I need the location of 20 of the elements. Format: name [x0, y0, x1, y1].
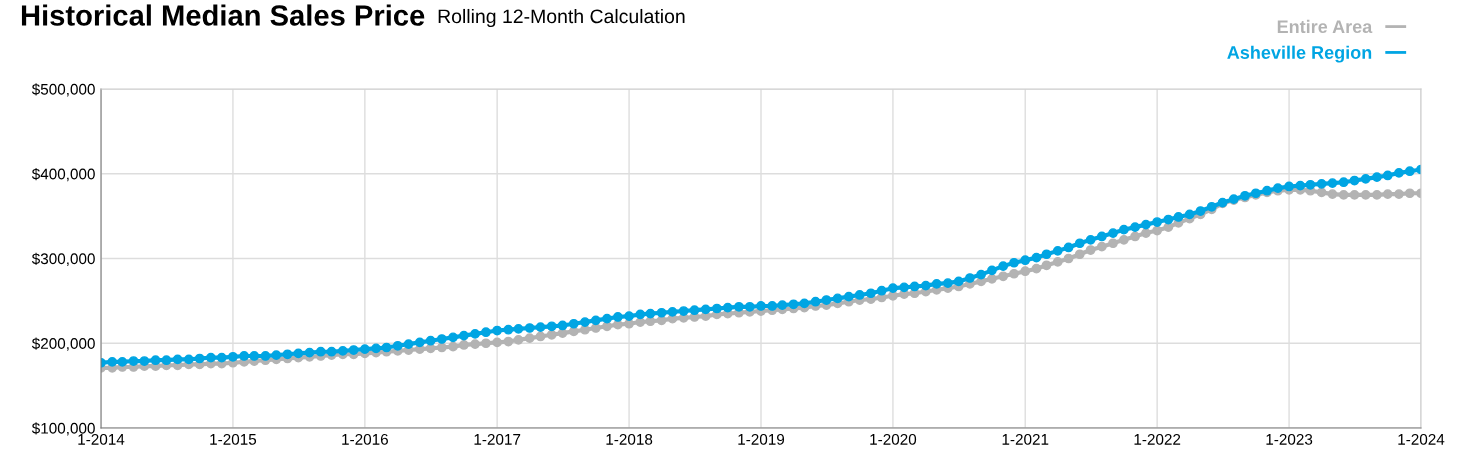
y-tick-label: $500,000 — [31, 83, 95, 97]
x-tick-label: 1-2021 — [1002, 433, 1049, 445]
x-tick-label: 1-2014 — [78, 433, 125, 445]
x-tick-label: 1-2023 — [1266, 433, 1313, 445]
x-tick-label: 1-2018 — [606, 433, 653, 445]
x-tick-label: 1-2017 — [474, 433, 521, 445]
legend-label: Entire Area — [1277, 19, 1373, 34]
chart-subtitle: Rolling 12-Month Calculation — [438, 8, 685, 28]
x-tick-label: 1-2016 — [342, 433, 388, 445]
x-tick-label: 1-2020 — [870, 433, 917, 445]
chart-title: Historical Median Sales Price — [21, 4, 425, 26]
y-tick-label: $400,000 — [31, 167, 95, 182]
y-tick-label: $300,000 — [31, 252, 95, 266]
x-tick-label: 1-2015 — [210, 433, 257, 445]
y-tick-label: $200,000 — [31, 337, 95, 351]
x-tick-label: 1-2022 — [1134, 433, 1181, 445]
y-tick-label: $100,000 — [31, 422, 95, 436]
x-tick-label: 1-2024 — [1398, 433, 1445, 445]
x-tick-label: 1-2019 — [738, 433, 785, 445]
legend-label: Asheville Region — [1227, 45, 1372, 63]
